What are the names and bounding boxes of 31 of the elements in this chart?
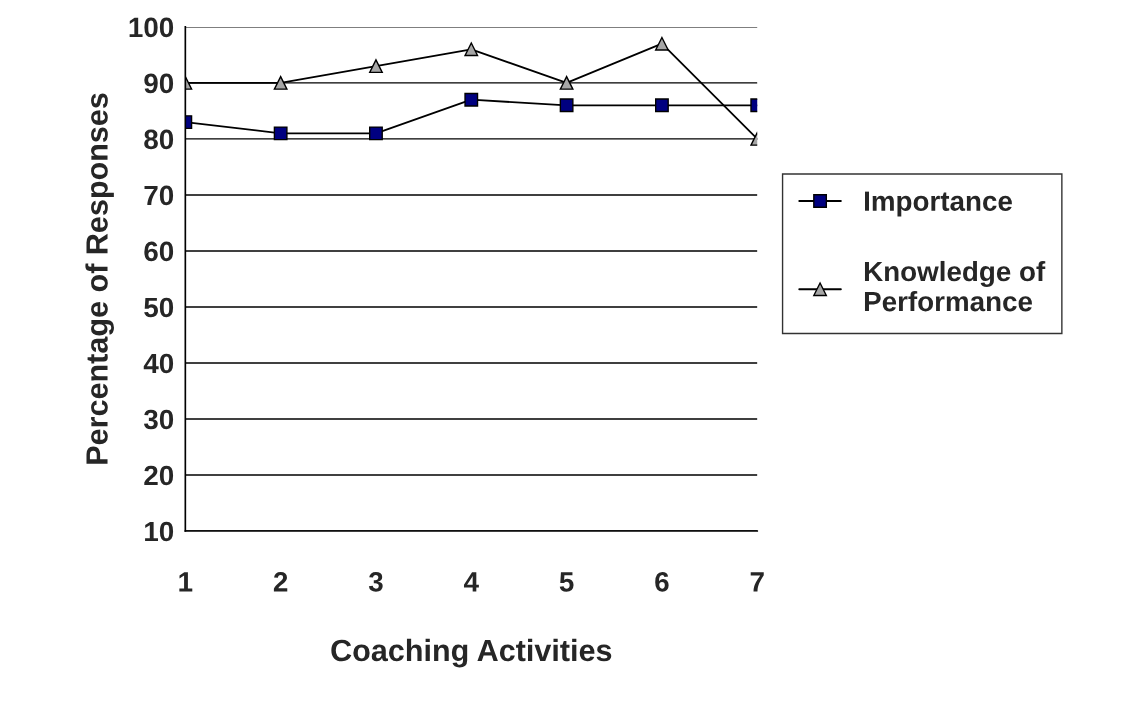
x-tick-label: 3 — [368, 572, 383, 592]
y-tick-label: 70 — [144, 185, 174, 206]
x-tick-label: 6 — [655, 572, 669, 592]
point — [464, 42, 479, 57]
point — [369, 59, 383, 74]
y-tick-label: 60 — [144, 241, 174, 262]
y-tick-label: 50 — [144, 297, 174, 318]
x-tick-label: 4 — [463, 572, 479, 592]
legend-label: Knowledge of Performance — [864, 260, 1046, 312]
point — [559, 98, 574, 113]
y-tick-label: 40 — [143, 353, 174, 374]
y-tick-label: 90 — [144, 73, 174, 94]
x-tick-label: 5 — [559, 572, 574, 592]
point — [654, 98, 669, 113]
y-tick-label: 100 — [129, 17, 174, 38]
y-tick-label: 30 — [143, 409, 174, 430]
y-tick-label: 80 — [144, 129, 174, 150]
y-tick-label: 10 — [145, 521, 174, 542]
point — [464, 92, 479, 107]
x-axis-title: Coaching Activities — [331, 638, 612, 668]
point — [654, 36, 669, 51]
point — [273, 75, 288, 90]
point — [273, 126, 288, 141]
point — [369, 126, 383, 141]
x-tick-label: 1 — [179, 572, 193, 592]
y-tick-label: 20 — [144, 465, 174, 486]
x-tick-label: 2 — [273, 572, 288, 592]
y-axis-title: Percentage of Responses — [85, 93, 114, 464]
point — [559, 75, 574, 90]
legend-label: Importance — [864, 191, 1012, 217]
x-tick-label: 7 — [750, 572, 764, 592]
